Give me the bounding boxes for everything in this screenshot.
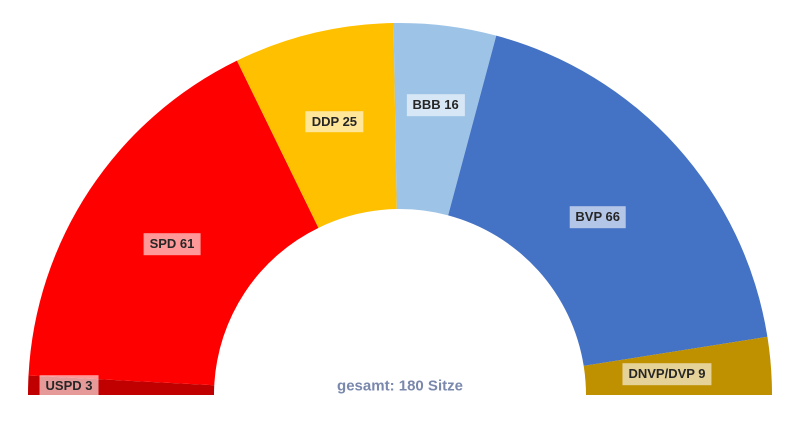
chart-segment-bvp [448, 35, 768, 366]
chart-segment-bbb [393, 23, 497, 216]
chart-segment-spd [28, 60, 319, 386]
chart-total-label: gesamt: 180 Sitze [337, 377, 463, 395]
